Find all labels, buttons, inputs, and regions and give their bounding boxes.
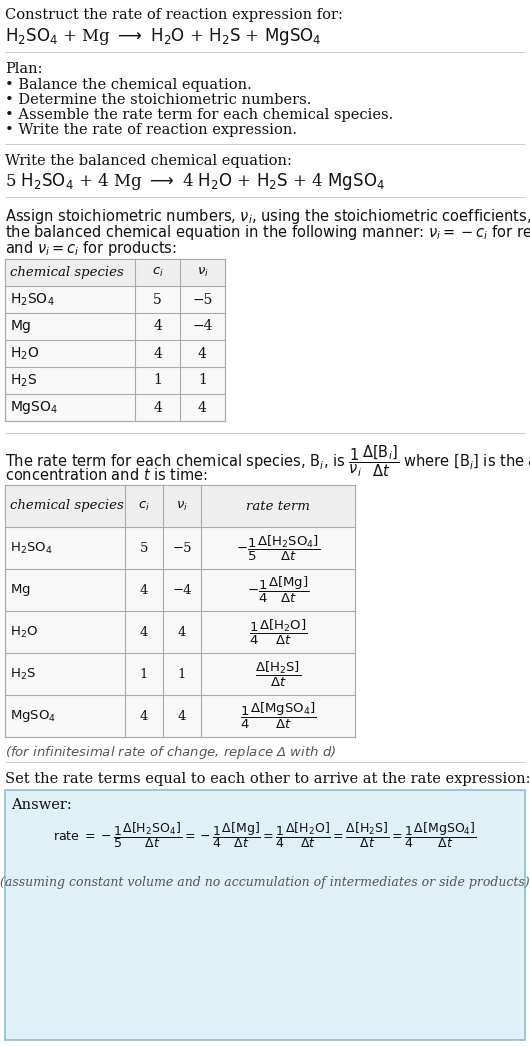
Text: 4: 4 — [178, 626, 186, 638]
Text: $\mathrm{H_2O}$: $\mathrm{H_2O}$ — [10, 624, 38, 639]
Text: chemical species: chemical species — [10, 500, 123, 513]
Text: the balanced chemical equation in the following manner: $\nu_i = -c_i$ for react: the balanced chemical equation in the fo… — [5, 223, 530, 242]
Text: $\mathrm{H_2SO_4}$: $\mathrm{H_2SO_4}$ — [10, 291, 55, 308]
Text: 4: 4 — [153, 401, 162, 414]
Text: • Balance the chemical equation.: • Balance the chemical equation. — [5, 78, 252, 92]
Text: and $\nu_i = c_i$ for products:: and $\nu_i = c_i$ for products: — [5, 238, 177, 258]
FancyBboxPatch shape — [5, 485, 355, 737]
Text: 4: 4 — [153, 346, 162, 361]
Text: The rate term for each chemical species, $\mathrm{B}_i$, is $\dfrac{1}{\nu_i}\df: The rate term for each chemical species,… — [5, 444, 530, 479]
Text: chemical species: chemical species — [10, 266, 123, 279]
Text: rate term: rate term — [246, 500, 310, 513]
Text: $\dfrac{1}{4}\dfrac{\Delta[\mathrm{H_2O}]}{\Delta t}$: $\dfrac{1}{4}\dfrac{\Delta[\mathrm{H_2O}… — [249, 617, 307, 646]
Text: (for infinitesimal rate of change, replace Δ with $d$): (for infinitesimal rate of change, repla… — [5, 744, 337, 761]
Text: $-\dfrac{1}{4}\dfrac{\Delta[\mathrm{Mg}]}{\Delta t}$: $-\dfrac{1}{4}\dfrac{\Delta[\mathrm{Mg}]… — [247, 575, 309, 605]
Text: Assign stoichiometric numbers, $\nu_i$, using the stoichiometric coefficients, $: Assign stoichiometric numbers, $\nu_i$, … — [5, 207, 530, 226]
Text: 4: 4 — [153, 319, 162, 334]
Text: $\mathrm{MgSO_4}$: $\mathrm{MgSO_4}$ — [10, 399, 58, 416]
Text: 4: 4 — [198, 401, 207, 414]
Text: 5 $\mathrm{H_2SO_4}$ + 4 Mg $\longrightarrow$ 4 $\mathrm{H_2O}$ + $\mathrm{H_2S}: 5 $\mathrm{H_2SO_4}$ + 4 Mg $\longrighta… — [5, 170, 385, 192]
Text: 5: 5 — [153, 293, 162, 306]
Text: −5: −5 — [192, 293, 213, 306]
Text: Plan:: Plan: — [5, 62, 42, 76]
Text: • Determine the stoichiometric numbers.: • Determine the stoichiometric numbers. — [5, 93, 312, 107]
Text: $\mathrm{H_2SO_4}$: $\mathrm{H_2SO_4}$ — [10, 541, 52, 555]
Text: $\mathrm{MgSO_4}$: $\mathrm{MgSO_4}$ — [10, 708, 56, 724]
Text: Answer:: Answer: — [11, 798, 72, 812]
Text: concentration and $t$ is time:: concentration and $t$ is time: — [5, 467, 208, 483]
Text: 1: 1 — [153, 373, 162, 387]
Text: 4: 4 — [140, 626, 148, 638]
Text: Construct the rate of reaction expression for:: Construct the rate of reaction expressio… — [5, 8, 343, 22]
Text: Write the balanced chemical equation:: Write the balanced chemical equation: — [5, 154, 292, 168]
FancyBboxPatch shape — [5, 259, 225, 420]
Text: −4: −4 — [172, 584, 192, 596]
Text: $\mathrm{H_2S}$: $\mathrm{H_2S}$ — [10, 666, 36, 682]
Text: $\dfrac{\Delta[\mathrm{H_2S}]}{\Delta t}$: $\dfrac{\Delta[\mathrm{H_2S}]}{\Delta t}… — [255, 659, 301, 688]
FancyBboxPatch shape — [5, 790, 525, 1040]
Text: $-\dfrac{1}{5}\dfrac{\Delta[\mathrm{H_2SO_4}]}{\Delta t}$: $-\dfrac{1}{5}\dfrac{\Delta[\mathrm{H_2S… — [236, 533, 320, 563]
Text: $\nu_i$: $\nu_i$ — [176, 499, 188, 513]
Text: 1: 1 — [140, 667, 148, 681]
Text: 4: 4 — [140, 584, 148, 596]
Text: $\dfrac{1}{4}\dfrac{\Delta[\mathrm{MgSO_4}]}{\Delta t}$: $\dfrac{1}{4}\dfrac{\Delta[\mathrm{MgSO_… — [240, 701, 316, 731]
Text: 4: 4 — [198, 346, 207, 361]
Text: 1: 1 — [178, 667, 186, 681]
Text: $\mathrm{Mg}$: $\mathrm{Mg}$ — [10, 582, 31, 598]
Text: $\mathrm{Mg}$: $\mathrm{Mg}$ — [10, 318, 31, 335]
Text: $\mathrm{H_2O}$: $\mathrm{H_2O}$ — [10, 345, 39, 362]
Text: • Write the rate of reaction expression.: • Write the rate of reaction expression. — [5, 123, 297, 137]
Text: $\nu_i$: $\nu_i$ — [197, 266, 208, 279]
Text: 4: 4 — [140, 709, 148, 723]
Text: rate $= -\dfrac{1}{5}\dfrac{\Delta[\mathrm{H_2SO_4}]}{\Delta t} = -\dfrac{1}{4}\: rate $= -\dfrac{1}{5}\dfrac{\Delta[\math… — [53, 820, 477, 850]
FancyBboxPatch shape — [5, 259, 225, 286]
Text: $\mathrm{H_2SO_4}$ + Mg $\longrightarrow$ $\mathrm{H_2O}$ + $\mathrm{H_2S}$ + $\: $\mathrm{H_2SO_4}$ + Mg $\longrightarrow… — [5, 26, 322, 47]
Text: 1: 1 — [198, 373, 207, 387]
FancyBboxPatch shape — [5, 485, 355, 527]
Text: 4: 4 — [178, 709, 186, 723]
Text: $c_i$: $c_i$ — [138, 499, 150, 513]
Text: $\mathrm{H_2S}$: $\mathrm{H_2S}$ — [10, 372, 37, 389]
Text: 5: 5 — [140, 542, 148, 554]
Text: −4: −4 — [192, 319, 213, 334]
Text: Set the rate terms equal to each other to arrive at the rate expression:: Set the rate terms equal to each other t… — [5, 772, 530, 786]
Text: • Assemble the rate term for each chemical species.: • Assemble the rate term for each chemic… — [5, 108, 393, 122]
Text: (assuming constant volume and no accumulation of intermediates or side products): (assuming constant volume and no accumul… — [0, 876, 530, 889]
Text: $c_i$: $c_i$ — [152, 266, 163, 279]
Text: −5: −5 — [172, 542, 192, 554]
